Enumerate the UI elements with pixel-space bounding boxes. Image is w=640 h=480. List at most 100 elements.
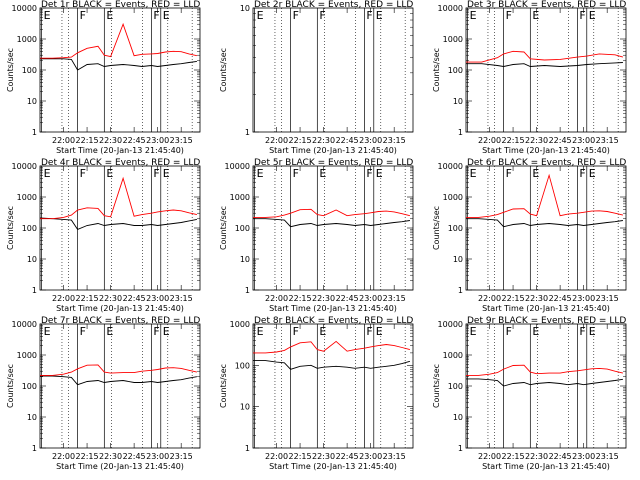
x-axis-label: Start Time (20-Jan-13 21:45:40)	[482, 304, 610, 313]
y-tick-label: 1000	[17, 193, 37, 202]
x-tick-label: 23:00	[359, 294, 382, 303]
event-marker-label: E	[470, 167, 477, 180]
series-line-events	[466, 218, 623, 228]
y-tick-label: 1000	[443, 193, 463, 202]
x-tick-label: 22:00	[265, 136, 288, 145]
y-tick-label: 1000	[443, 35, 463, 44]
event-marker-label: E	[44, 325, 51, 338]
plot-frame	[252, 323, 414, 449]
y-tick-label: 1	[32, 444, 37, 453]
event-marker-label: E	[257, 167, 264, 180]
x-tick-label: 22:00	[478, 136, 501, 145]
event-marker-label: E	[376, 325, 383, 338]
x-tick-label: 22:15	[289, 294, 312, 303]
x-tick-label: 23:00	[146, 452, 169, 461]
x-tick-label: 23:15	[170, 136, 193, 145]
x-tick-label: 22:15	[76, 294, 99, 303]
x-tick-label: 22:15	[502, 452, 525, 461]
y-tick-label: 1	[245, 128, 250, 137]
x-tick-label: 22:15	[289, 136, 312, 145]
x-tick-label: 23:00	[146, 136, 169, 145]
event-marker-label: F	[366, 167, 372, 180]
detector-panel: 22:00 22:15 22:30 22:45 23:00 23:15 1 10 100 1000…	[6, 158, 201, 313]
detector-panel: 22:00 22:15 22:30 22:45 23:00 23:15 1 10 100 1000…	[432, 158, 627, 313]
x-tick-label: 22:45	[336, 294, 359, 303]
x-tick-label: 22:45	[123, 452, 146, 461]
x-tick-label: 23:00	[146, 294, 169, 303]
event-marker-label: F	[80, 325, 86, 338]
y-tick-label: 1	[245, 286, 250, 295]
series-line-lld	[40, 22, 197, 59]
x-tick-label: 22:15	[289, 452, 312, 461]
y-tick-label: 10000	[438, 162, 463, 171]
y-tick-label: 10000	[438, 4, 463, 13]
y-tick-label: 1	[458, 286, 463, 295]
detector-panel: 22:00 22:15 22:30 22:45 23:00 23:15 1 10 100 1000…	[6, 0, 201, 155]
y-tick-label: 1000	[17, 351, 37, 360]
x-axis-label: Start Time (20-Jan-13 21:45:40)	[482, 462, 610, 471]
y-axis-label: Counts/sec	[432, 206, 441, 250]
x-tick-label: 22:00	[52, 452, 75, 461]
y-tick-label: 10	[27, 413, 37, 422]
y-tick-label: 10000	[12, 162, 37, 171]
detector-panel: 22:00 22:15 22:30 22:45 23:00 23:15 1 10 100 1000…	[219, 158, 414, 313]
y-tick-label: 100	[22, 66, 37, 75]
x-axis-label: Start Time (20-Jan-13 21:45:40)	[56, 146, 184, 155]
event-marker-label: E	[257, 325, 264, 338]
y-tick-label: 100	[448, 224, 463, 233]
event-marker-label: E	[44, 167, 51, 180]
x-axis-label: Start Time (20-Jan-13 21:45:40)	[56, 462, 184, 471]
y-tick-label: 10	[240, 403, 250, 412]
y-tick-label: 10000	[438, 320, 463, 329]
event-marker-label: F	[80, 9, 86, 22]
panel-title: Det 5r BLACK = Events, RED = LLD	[254, 158, 413, 168]
event-marker-label: F	[506, 9, 512, 22]
event-marker-label: E	[376, 9, 383, 22]
x-tick-label: 22:30	[99, 136, 122, 145]
event-marker-label: F	[366, 325, 372, 338]
y-tick-label: 10000	[225, 162, 250, 171]
series-line-events	[466, 378, 623, 387]
x-axis-label: Start Time (20-Jan-13 21:45:40)	[56, 304, 184, 313]
event-marker-label: E	[106, 9, 113, 22]
x-tick-label: 23:15	[170, 294, 193, 303]
detector-panel: 22:00 22:15 22:30 22:45 23:00 23:15 1 10 100 1000…	[6, 316, 201, 471]
y-axis-label: Counts/sec	[432, 48, 441, 92]
x-tick-label: 22:30	[99, 294, 122, 303]
x-tick-label: 22:15	[76, 136, 99, 145]
y-tick-label: 10	[240, 4, 250, 13]
y-tick-label: 10000	[12, 320, 37, 329]
event-marker-label: E	[589, 325, 596, 338]
y-tick-label: 100	[448, 66, 463, 75]
y-tick-label: 100	[235, 361, 250, 370]
event-marker-label: F	[506, 325, 512, 338]
x-tick-label: 22:00	[265, 294, 288, 303]
x-tick-label: 23:00	[572, 136, 595, 145]
series-line-lld	[40, 176, 197, 220]
y-tick-label: 1	[245, 444, 250, 453]
panel-title: Det 8r BLACK = Events, RED = LLD	[254, 316, 413, 326]
event-marker-label: E	[106, 325, 113, 338]
x-axis-label: Start Time (20-Jan-13 21:45:40)	[269, 146, 397, 155]
event-marker-label: F	[153, 325, 159, 338]
x-tick-label: 22:45	[549, 452, 572, 461]
x-tick-label: 22:30	[525, 294, 548, 303]
y-tick-label: 1	[32, 286, 37, 295]
event-marker-label: F	[579, 325, 585, 338]
event-marker-label: F	[293, 167, 299, 180]
panel-title: Det 9r BLACK = Events, RED = LLD	[467, 316, 626, 326]
x-tick-label: 22:00	[478, 294, 501, 303]
x-tick-label: 22:00	[52, 294, 75, 303]
x-axis-label: Start Time (20-Jan-13 21:45:40)	[269, 304, 397, 313]
event-marker-label: E	[257, 9, 264, 22]
x-axis-label: Start Time (20-Jan-13 21:45:40)	[482, 146, 610, 155]
x-tick-label: 23:00	[359, 136, 382, 145]
event-marker-label: F	[293, 325, 299, 338]
event-marker-label: E	[470, 325, 477, 338]
event-marker-label: F	[153, 167, 159, 180]
x-tick-label: 22:45	[123, 294, 146, 303]
event-marker-label: F	[506, 167, 512, 180]
x-tick-label: 22:45	[336, 452, 359, 461]
event-marker-label: E	[532, 325, 539, 338]
x-tick-label: 22:15	[76, 452, 99, 461]
